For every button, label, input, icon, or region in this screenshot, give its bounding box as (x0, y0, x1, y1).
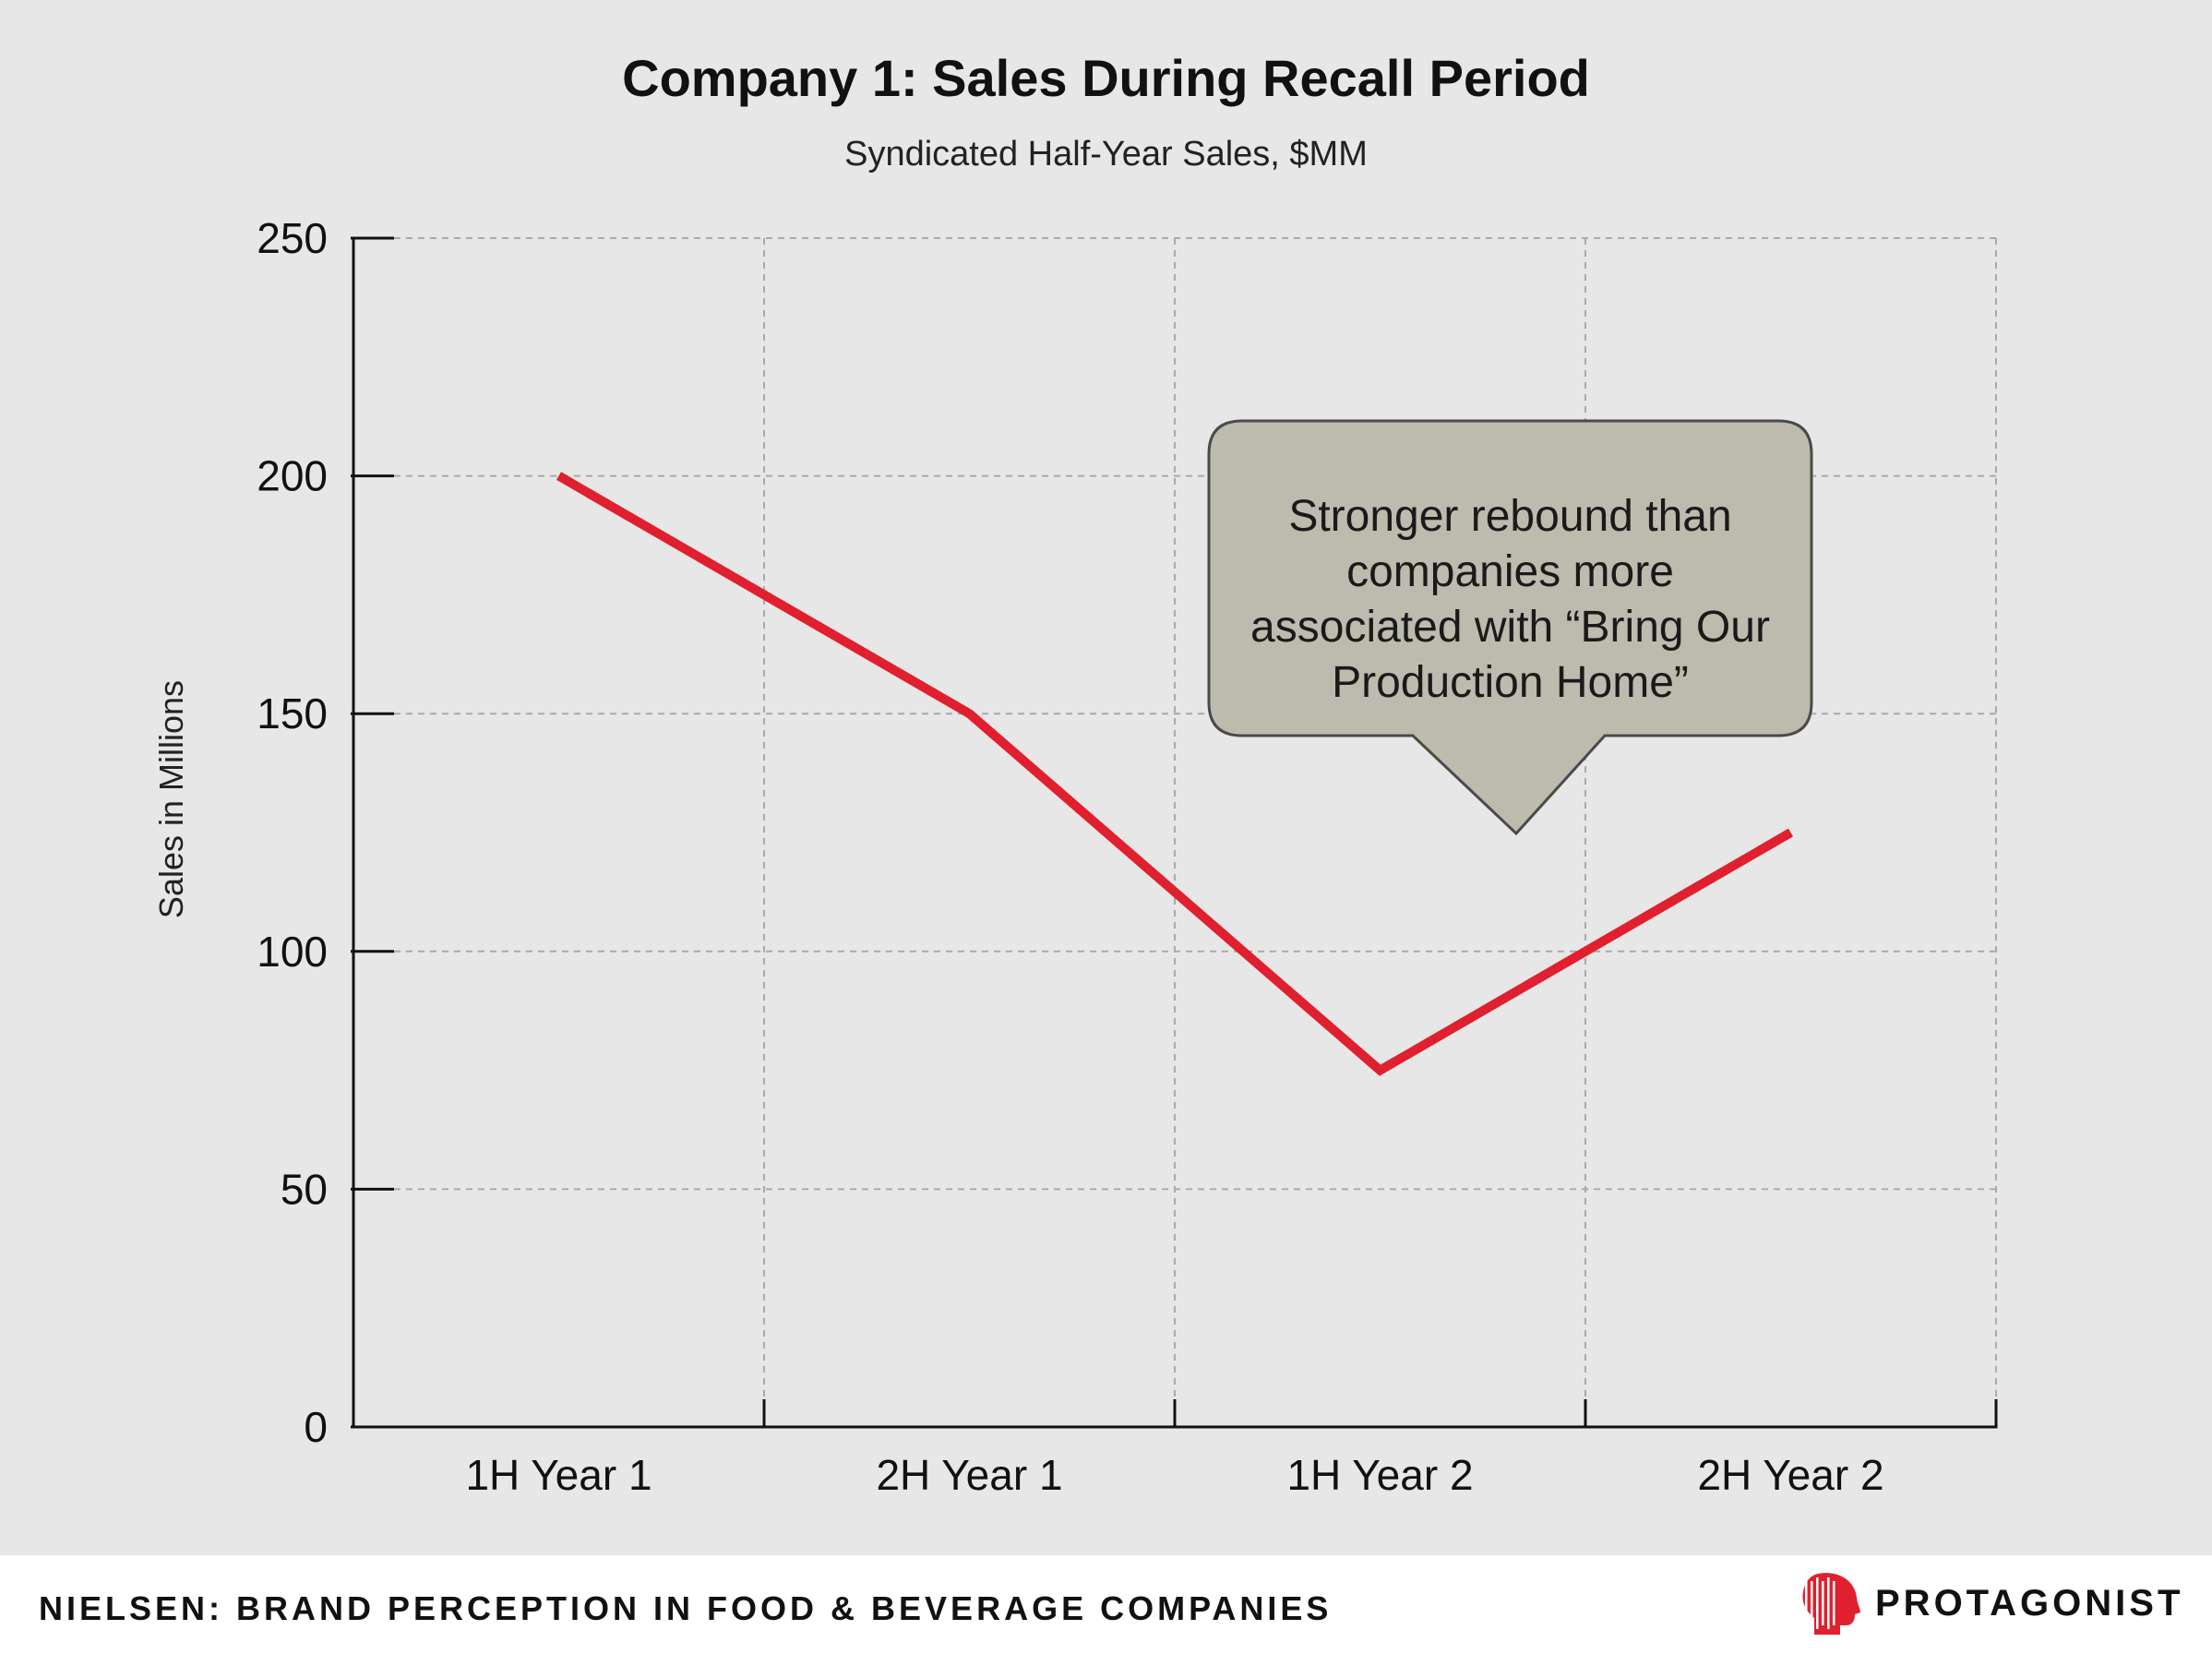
series-layer (556, 472, 1794, 1076)
y-tick-label: 250 (257, 214, 328, 262)
logo-stripe (1811, 1581, 1813, 1625)
callout-text: Stronger rebound than companies more ass… (1250, 491, 1770, 707)
logo-stripe (1822, 1581, 1824, 1625)
plot-area: 0 50 100 150 200 250 1H Year 1 2H Year 1 1H Year… (257, 214, 1998, 1499)
logo-stripe (1827, 1577, 1830, 1629)
y-tick-label: 100 (257, 928, 328, 976)
logo-stripe (1833, 1581, 1835, 1625)
y-tick-label: 150 (257, 689, 328, 737)
brand-logo: PROTAGONIST (1799, 1566, 2183, 1640)
y-tick-label: 0 (304, 1403, 328, 1451)
label-layer: 0 50 100 150 200 250 1H Year 1 2H Year 1 1H Year… (257, 214, 1883, 1499)
y-tick-label: 50 (281, 1165, 328, 1213)
series-line (556, 472, 1794, 1076)
callout-layer (1207, 419, 1813, 836)
axis-layer (351, 236, 1998, 1429)
chart-panel: Company 1: Sales During Recall Period Sy… (0, 0, 2212, 1555)
logo-stripe (1816, 1577, 1819, 1629)
logo-stripe (1805, 1577, 1808, 1629)
grid-layer (394, 237, 1997, 1399)
footer-source: NIELSEN: BRAND PERCEPTION IN FOOD & BEVE… (39, 1589, 1333, 1627)
chart-title: Company 1: Sales During Recall Period (622, 49, 1590, 107)
brand-name: PROTAGONIST (1875, 1582, 2184, 1624)
callout-bubble (1207, 419, 1813, 836)
chart-subtitle: Syndicated Half-Year Sales, $MM (844, 135, 1368, 174)
protagonist-logo-icon (1802, 1573, 1860, 1635)
x-tick-label: 1H Year 2 (1286, 1451, 1473, 1499)
x-tick-label: 1H Year 1 (465, 1451, 652, 1499)
x-tick-label: 2H Year 2 (1697, 1451, 1883, 1499)
y-tick-label: 200 (257, 452, 328, 500)
x-tick-label: 2H Year 1 (876, 1451, 1062, 1499)
